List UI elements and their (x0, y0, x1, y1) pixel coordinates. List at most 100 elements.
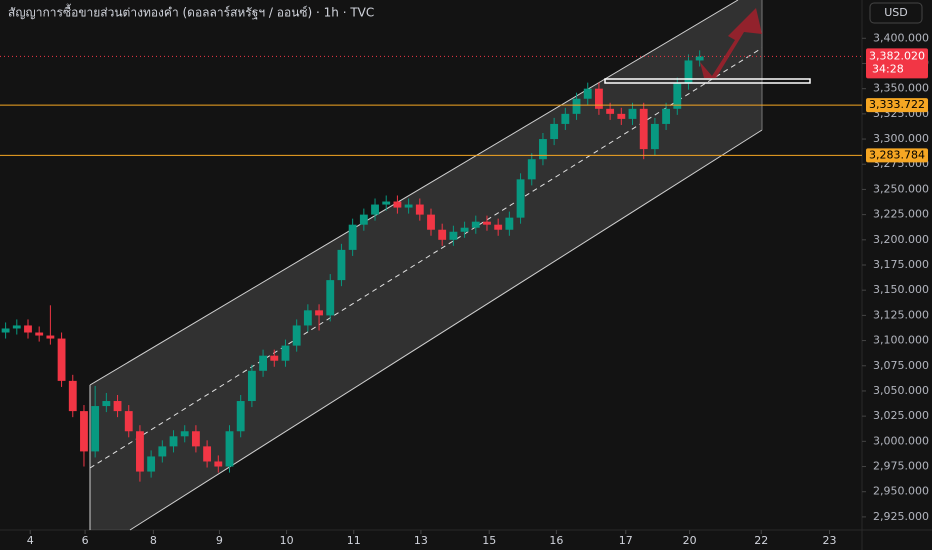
currency-button[interactable] (869, 2, 923, 24)
candle-body (80, 411, 88, 452)
candle-body (527, 159, 536, 180)
candle-body (1, 328, 10, 333)
candle-body (281, 345, 290, 361)
x-tick-label: 17 (619, 534, 633, 547)
x-tick-label: 8 (150, 534, 157, 547)
candle-body (191, 431, 200, 447)
y-tick-label: 3,150.000 (873, 283, 929, 296)
last-price-label: 3,382.020 (869, 49, 925, 62)
candle-body (628, 108, 637, 119)
candle-body (12, 325, 21, 329)
channel-fill (90, 0, 762, 530)
candle-body (617, 113, 626, 119)
candle-body (259, 355, 267, 371)
y-tick-label: 3,350.000 (873, 82, 929, 95)
level-label: 3,283.784 (869, 148, 925, 161)
y-tick-label: 3,300.000 (873, 132, 929, 145)
x-tick-label: 9 (216, 534, 223, 547)
level-tag (866, 98, 928, 113)
candle-body (516, 179, 525, 218)
candle-body (561, 113, 570, 124)
y-tick-label: 3,075.000 (873, 359, 929, 372)
candle-body (35, 332, 44, 336)
candle-body (158, 446, 167, 457)
candle-body (24, 325, 32, 333)
candle-body (673, 83, 682, 109)
y-tick-label: 2,925.000 (873, 510, 929, 523)
x-tick-label: 13 (414, 534, 428, 547)
y-tick-label: 3,175.000 (873, 258, 929, 271)
candle-body (572, 98, 581, 114)
countdown: 34:28 (872, 62, 904, 75)
candle-body (595, 88, 603, 109)
chart-title: สัญญาการซื้อขายส่วนต่างทองคำ (ดอลลาร์สหร… (8, 4, 374, 20)
y-tick-label: 3,225.000 (873, 208, 929, 221)
candle-body (695, 56, 704, 61)
candle-body (203, 446, 212, 462)
candle-body (371, 204, 379, 215)
plot (0, 50, 862, 482)
x-tick-label: 23 (823, 534, 837, 547)
candle-body (270, 355, 279, 361)
candle-body (393, 201, 402, 208)
y-tick-label: 3,200.000 (873, 233, 929, 246)
channel-lower (129, 129, 763, 531)
candle-body (438, 229, 447, 240)
projection-arrow (700, 8, 762, 78)
candle-body (337, 249, 346, 281)
regression-channel (89, 0, 763, 531)
candle-body (449, 231, 458, 240)
candle-body (303, 310, 312, 326)
candle-body (550, 123, 559, 140)
candle-body (404, 204, 413, 208)
candle-body (494, 224, 503, 230)
candle-body (292, 325, 301, 346)
last-price-tag (866, 48, 928, 79)
candle-body (225, 431, 234, 467)
candle-body (102, 401, 111, 407)
x-tick-label: 11 (347, 534, 361, 547)
candle-body (348, 224, 357, 250)
candle-body (662, 108, 671, 124)
candle-body (382, 201, 391, 205)
candle-body (606, 108, 615, 114)
candle-body (113, 401, 122, 412)
level-tag (866, 148, 928, 163)
candle-body (68, 380, 77, 412)
y-tick-label: 3,025.000 (873, 409, 929, 422)
y-tick-label: 3,050.000 (873, 384, 929, 397)
candle-body (359, 214, 368, 225)
candle-body (326, 280, 335, 316)
level-label: 3,333.722 (869, 98, 925, 111)
x-tick-label: 15 (482, 534, 496, 547)
resistance-box (604, 78, 811, 84)
y-tick-label: 3,125.000 (873, 308, 929, 321)
x-tick-label: 22 (754, 534, 768, 547)
y-tick-label: 3,250.000 (873, 182, 929, 195)
candle-body (684, 60, 693, 84)
candle-body (236, 401, 245, 432)
currency-label[interactable]: USD (884, 6, 908, 19)
candle-body (415, 204, 424, 215)
candle-body (136, 431, 144, 472)
candle-body (427, 214, 435, 230)
y-tick-label: 3,100.000 (873, 334, 929, 347)
x-tick-label: 6 (82, 534, 89, 547)
candle-body (180, 431, 189, 437)
channel-mid (89, 47, 763, 469)
x-tick-label: 4 (27, 534, 34, 547)
candle-body (650, 123, 659, 150)
y-tick-label: 3,400.000 (873, 31, 929, 44)
x-tick-label: 20 (683, 534, 697, 547)
candle-body (505, 217, 514, 230)
candle-body (91, 406, 100, 452)
channel-upper (89, 0, 739, 386)
candle-body (147, 456, 156, 472)
candle-body (247, 370, 256, 402)
candle-body (46, 335, 55, 339)
y-tick-label: 2,975.000 (873, 460, 929, 473)
candle-body (471, 221, 480, 228)
